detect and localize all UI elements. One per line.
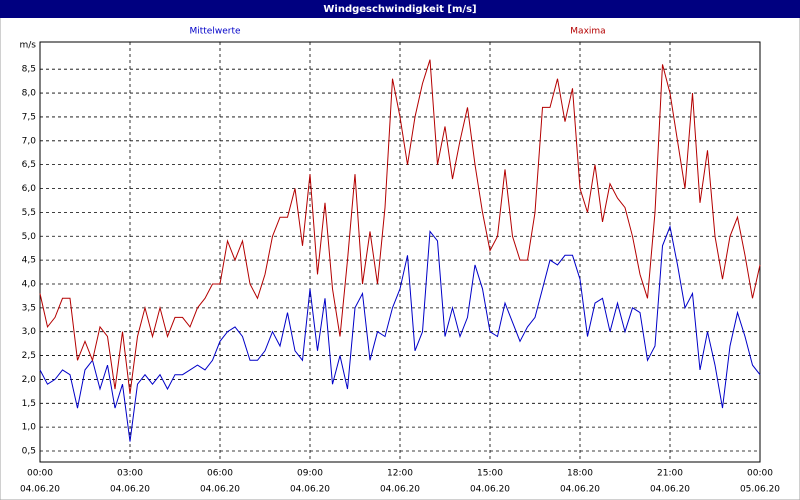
- y-tick-label: 7,5: [22, 112, 36, 122]
- y-tick-label: 6,5: [22, 160, 36, 170]
- y-tick-label: 4,0: [22, 279, 37, 289]
- title-bar: [0, 0, 800, 18]
- y-tick-label: 4,5: [22, 256, 36, 266]
- legend-label: Maxima: [570, 27, 605, 37]
- chart-title: Windgeschwindigkeit [m/s]: [323, 4, 476, 15]
- y-tick-label: 6,0: [22, 184, 37, 194]
- x-tick-date: 04.06.20: [110, 485, 150, 495]
- series-line: [39, 224, 761, 442]
- y-tick-label: 8,5: [22, 65, 36, 75]
- x-tick-date: 04.06.20: [380, 485, 420, 495]
- y-tick-label: 5,5: [22, 208, 36, 218]
- series-line: [39, 59, 761, 394]
- x-tick-label: 03:00: [117, 469, 143, 479]
- plot-border: [39, 41, 761, 463]
- y-tick-label: 2,0: [22, 375, 37, 385]
- x-tick-label: 15:00: [477, 469, 503, 479]
- x-tick-date: 04.06.20: [560, 485, 600, 495]
- legend-label: Mittelwerte: [189, 27, 240, 37]
- x-tick-date: 04.06.20: [200, 485, 240, 495]
- y-axis-label: m/s: [20, 41, 37, 51]
- y-tick-label: 5,0: [22, 232, 37, 242]
- x-tick-label: 09:00: [297, 469, 323, 479]
- y-tick-label: 1,0: [22, 423, 37, 433]
- x-tick-label: 06:00: [207, 469, 233, 479]
- x-tick-date: 04.06.20: [650, 485, 690, 495]
- x-tick-label: 12:00: [387, 469, 413, 479]
- x-tick-label: 00:00: [27, 469, 53, 479]
- y-tick-label: 7,0: [22, 136, 37, 146]
- x-tick-label: 21:00: [657, 469, 683, 479]
- x-tick-date: 04.06.20: [470, 485, 510, 495]
- x-tick-label: 00:00: [747, 469, 773, 479]
- x-tick-date: 04.06.20: [290, 485, 330, 495]
- y-tick-label: 1,5: [22, 399, 36, 409]
- y-tick-label: 3,0: [22, 327, 37, 337]
- x-tick-label: 18:00: [567, 469, 593, 479]
- y-tick-label: 0,5: [22, 447, 36, 457]
- x-tick-date: 05.06.20: [740, 485, 780, 495]
- y-tick-label: 8,0: [22, 89, 37, 99]
- y-tick-label: 2,5: [22, 351, 36, 361]
- x-tick-date: 04.06.20: [20, 485, 60, 495]
- y-tick-label: 3,5: [22, 303, 36, 313]
